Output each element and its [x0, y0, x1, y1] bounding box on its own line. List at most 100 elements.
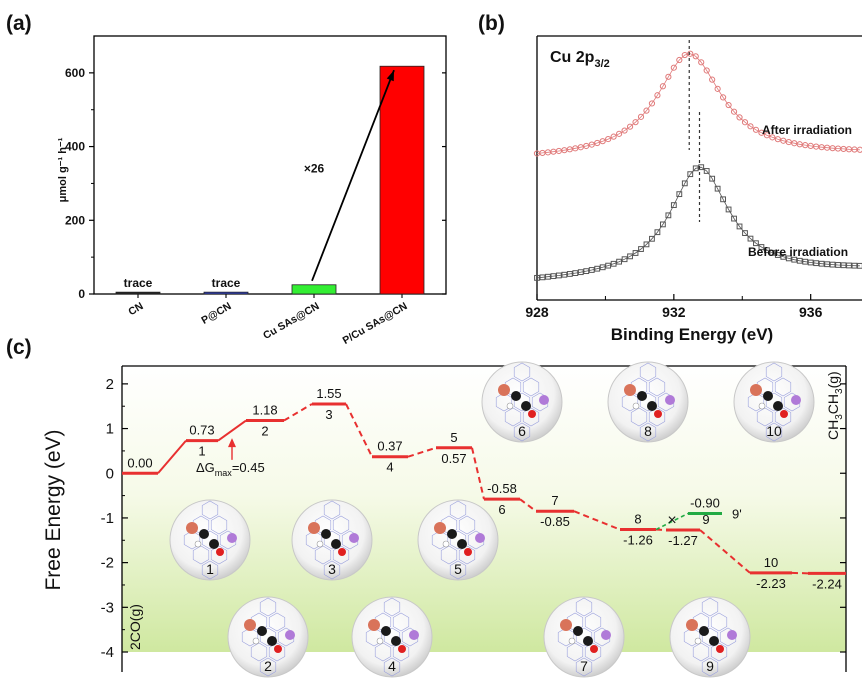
atom-c: [773, 401, 783, 411]
structure-ball: [417, 499, 499, 581]
delta-g-label: ΔGmax=0.45: [196, 460, 265, 478]
panel-a-label: (a): [6, 12, 32, 35]
atom-p: [601, 630, 611, 640]
lattice-hex: [648, 377, 666, 397]
step-id-label: 4: [386, 460, 393, 475]
lattice-hex: [259, 597, 277, 617]
energy-value-label: -1.26: [623, 533, 653, 548]
structure-label: 1: [206, 561, 214, 577]
structure-label: 4: [388, 658, 396, 674]
lattice-hex: [458, 545, 476, 565]
panel-b-data-point: [714, 185, 721, 192]
branch-connector: [655, 512, 689, 531]
energy-value-label: -2.24: [812, 576, 842, 591]
step-id-label: 6: [498, 502, 505, 517]
panel-a-category-label: CN: [126, 300, 145, 318]
step-id-label: 10: [764, 555, 778, 570]
lattice-hex: [392, 642, 410, 662]
lattice-hex: [314, 545, 332, 565]
atom-c: [257, 626, 267, 636]
energy-value-label: 1.18: [252, 403, 277, 418]
panel-c-y-tick-label: -1: [101, 510, 114, 527]
panel-b-data-point: [774, 136, 781, 143]
panel-b-data-point: [857, 262, 862, 269]
lattice-hex: [774, 377, 792, 397]
structure-label: 5: [454, 561, 462, 577]
branch-value-label: -0.90: [690, 495, 720, 510]
lattice-hex: [584, 612, 602, 632]
atom-o: [216, 548, 224, 556]
panel-b-x-tick-label: 932: [662, 304, 686, 320]
atom-c: [199, 529, 209, 539]
atom-p: [349, 533, 359, 543]
energy-value-label: 0.37: [377, 439, 402, 454]
atom-c: [709, 636, 719, 646]
panel-b-data-point: [545, 273, 551, 280]
lattice-hex: [192, 545, 210, 565]
atom-p: [475, 533, 485, 543]
structure-label: 7: [580, 658, 588, 674]
panel-b-data-point: [703, 67, 710, 74]
panel-c-structures: 1 2 3 4 5 6 7 8 9 10: [169, 361, 815, 678]
panel-b-data-point: [840, 262, 847, 269]
panel-c-y-tick-label: -2: [101, 555, 114, 572]
panel-b-data-point: [824, 261, 831, 268]
lattice-hex: [710, 612, 728, 632]
atom-o: [464, 548, 472, 556]
panel-b-label: (b): [478, 12, 505, 35]
step-id-label: 8: [634, 512, 641, 527]
atom-c: [391, 636, 401, 646]
atom-c: [331, 539, 341, 549]
step-id-label: 5: [450, 430, 457, 445]
structure-ball: [607, 361, 689, 443]
panel-b-data-point: [725, 101, 732, 109]
lattice-hex: [392, 612, 410, 632]
panel-b-series-line: [536, 166, 860, 279]
lattice-hex: [210, 515, 228, 535]
energy-connector: [573, 510, 621, 531]
panel-b-data-point: [637, 113, 645, 120]
lattice-hex: [575, 657, 593, 677]
atom-o: [590, 645, 598, 653]
panel-c-left-label: 2CO(g): [127, 604, 143, 650]
panel-b-data-point: [605, 135, 612, 143]
atom-c: [457, 539, 467, 549]
lattice-hex: [513, 422, 531, 442]
panel-a-bar: [379, 65, 425, 295]
panel-a-bar: [203, 291, 249, 295]
panel-b-data-point: [796, 257, 803, 264]
panel-b-data-point: [616, 258, 623, 265]
step-id-label: 3: [325, 407, 332, 422]
panel-a-category-label: P@CN: [199, 300, 233, 327]
atom-p: [409, 630, 419, 640]
panel-b-data-point: [534, 274, 540, 281]
structure-model: 10: [733, 361, 815, 443]
panel-b-data-point: [846, 262, 852, 269]
panel-a-y-tick-label: 400: [65, 140, 85, 154]
panel-b-data-point: [698, 59, 705, 66]
panel-b-data-point: [588, 141, 595, 148]
lattice-hex: [210, 545, 228, 565]
energy-connector: [217, 419, 247, 442]
panel-b-data-point: [621, 256, 628, 263]
panel-b-data-point: [632, 119, 639, 126]
panel-b-data-point: [709, 175, 716, 182]
panel-b-x-tick-label: 936: [799, 304, 823, 320]
panel-b-data-point: [780, 137, 787, 144]
panel-b-data-point: [577, 269, 584, 276]
lattice-hex: [383, 657, 401, 677]
panel-b-data-point: [747, 235, 754, 242]
atom-o: [780, 410, 788, 418]
structure-ball: [543, 596, 625, 678]
panel-b-data-point: [829, 261, 836, 268]
atom-cu: [560, 619, 572, 631]
atom-cu: [498, 384, 510, 396]
panel-b-data-point: [638, 246, 644, 252]
panel-b-data-point: [654, 229, 661, 236]
lattice-hex: [522, 407, 540, 427]
panel-b-data-point: [741, 119, 749, 126]
lattice-hex: [374, 642, 392, 662]
panel-b-data-point: [539, 274, 546, 281]
panel-b-data-point: [791, 256, 798, 263]
structure-label: 6: [518, 423, 526, 439]
